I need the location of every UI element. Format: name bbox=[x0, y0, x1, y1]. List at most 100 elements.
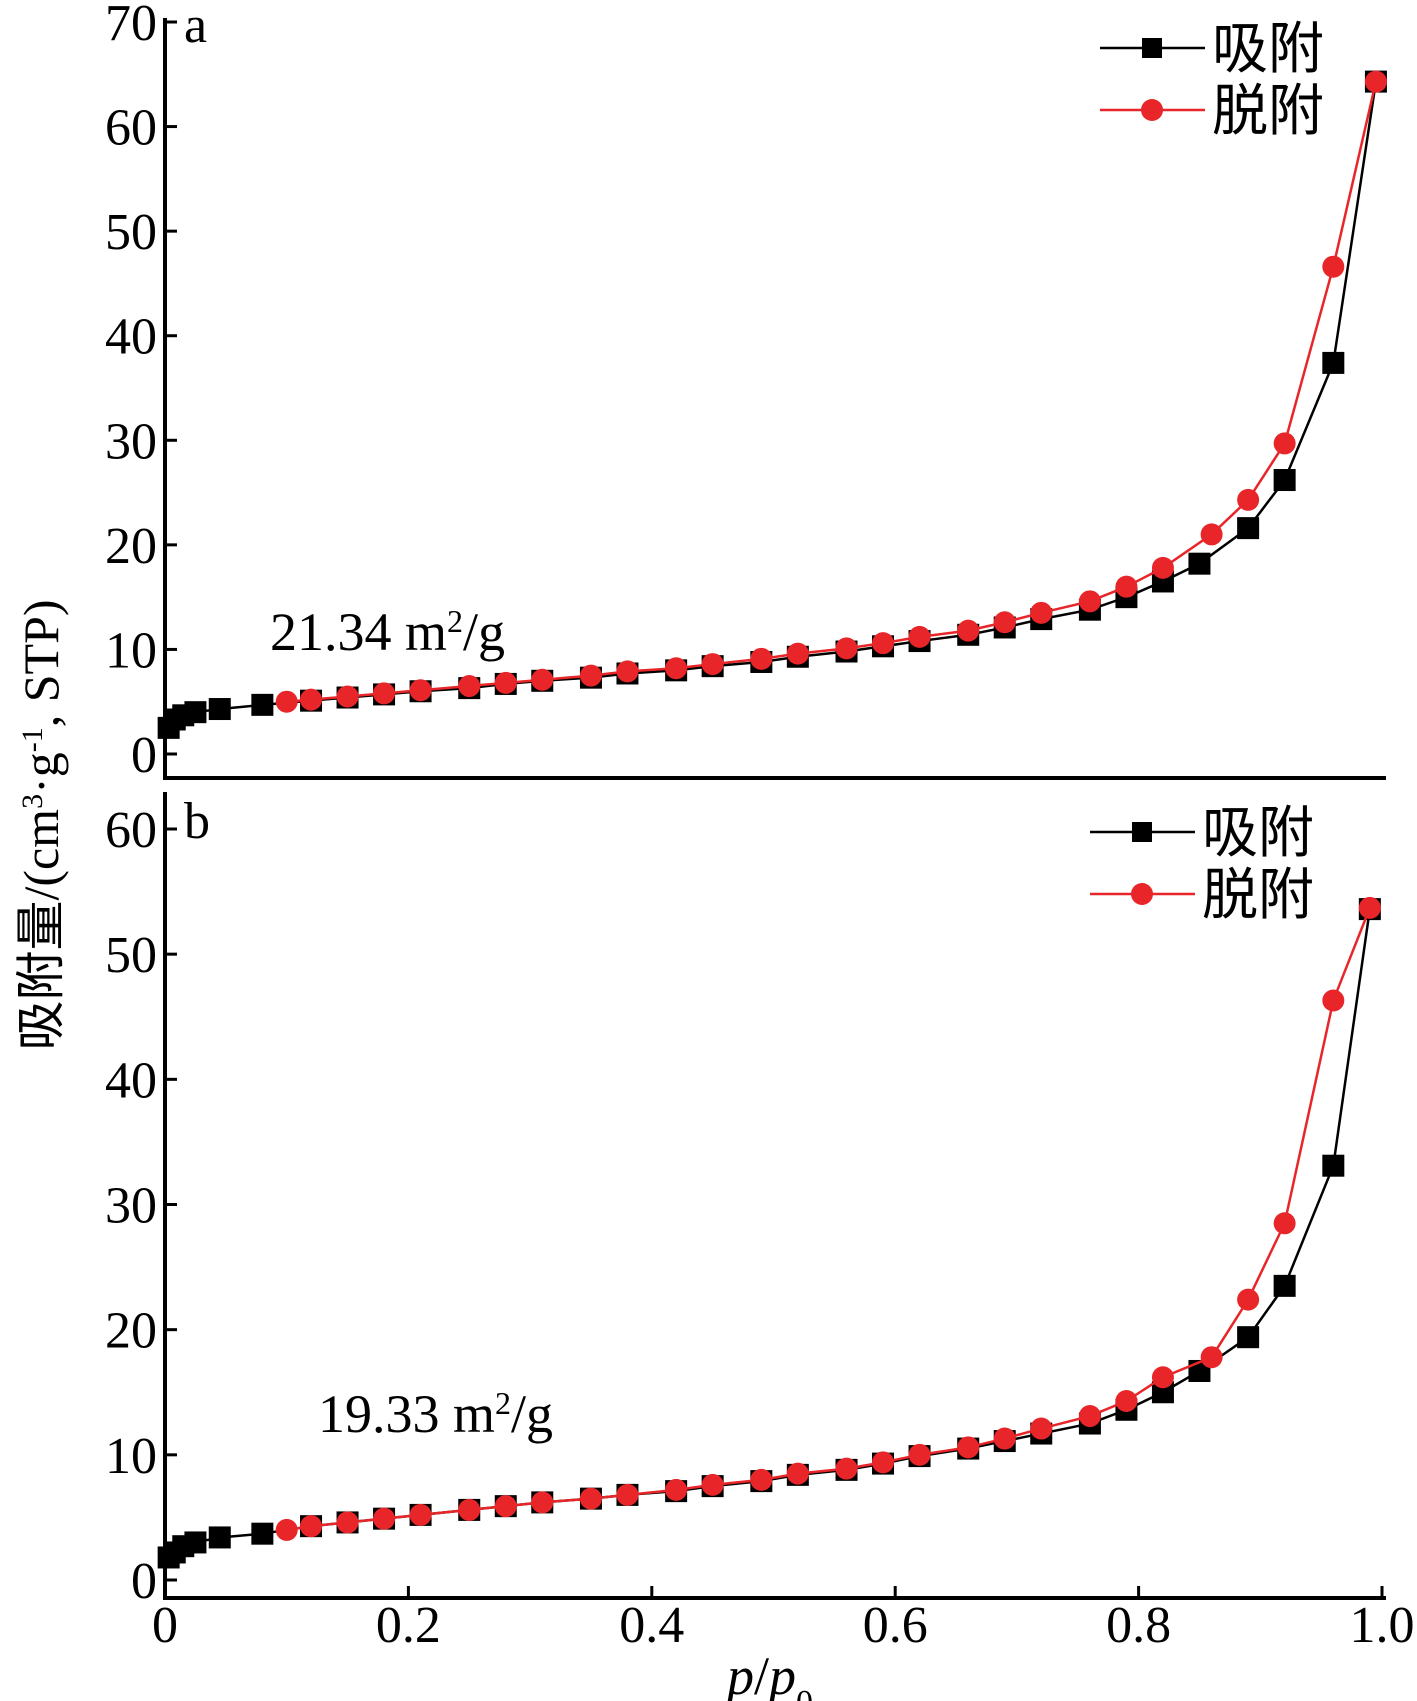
adsorption-point bbox=[1188, 552, 1211, 575]
y-tick-label: 10 bbox=[105, 1428, 157, 1485]
desorption-point bbox=[1151, 1366, 1174, 1389]
desorption-point bbox=[665, 657, 688, 680]
desorption-point bbox=[458, 1498, 481, 1521]
y-tick-label: 0 bbox=[131, 727, 157, 784]
desorption-point bbox=[786, 1462, 809, 1485]
desorption-point bbox=[872, 632, 895, 655]
desorption-point bbox=[1273, 1212, 1296, 1235]
desorption-point bbox=[957, 619, 980, 642]
desorption-point bbox=[275, 1518, 298, 1541]
desorption-point bbox=[1322, 255, 1345, 278]
desorption-point bbox=[835, 1457, 858, 1480]
desorption-point bbox=[1078, 590, 1101, 613]
x-tick-label: 0.4 bbox=[619, 1597, 684, 1654]
y-tick-label: 20 bbox=[105, 518, 157, 575]
y-tick-label: 30 bbox=[105, 1178, 157, 1235]
desorption-point bbox=[1322, 989, 1345, 1012]
annotation-sup: 2 bbox=[447, 603, 463, 639]
desorption-point bbox=[1237, 488, 1260, 511]
desorption-point bbox=[786, 642, 809, 665]
desorption-point bbox=[1200, 1346, 1223, 1369]
desorption-point bbox=[531, 1491, 554, 1514]
desorption-point bbox=[579, 1487, 602, 1510]
y-label-mid: ·g bbox=[13, 752, 69, 794]
desorption-point bbox=[1115, 1390, 1138, 1413]
desorption-point bbox=[300, 1515, 323, 1538]
x-tick-label: 1.0 bbox=[1350, 1597, 1415, 1654]
annotation-unit: /g bbox=[463, 602, 505, 662]
desorption-point bbox=[1115, 575, 1138, 598]
desorption-point bbox=[494, 1495, 517, 1518]
x-label-subscript: 0 bbox=[796, 1684, 813, 1701]
desorption-point bbox=[616, 1483, 639, 1506]
y-axis-label: 吸附量/(cm3·g-1, STP) bbox=[13, 599, 69, 1050]
annotation-unit: /g bbox=[511, 1384, 553, 1444]
legend-label: 吸附 bbox=[1212, 19, 1324, 81]
annotation-value: 21.34 m bbox=[270, 602, 447, 662]
x-tick-label: 0.8 bbox=[1106, 1597, 1171, 1654]
desorption-point bbox=[300, 688, 323, 711]
legend-marker bbox=[1132, 822, 1152, 842]
desorption-point bbox=[957, 1436, 980, 1459]
y-tick-label: 10 bbox=[105, 622, 157, 679]
adsorption-point bbox=[251, 693, 274, 716]
desorption-point bbox=[1273, 432, 1296, 455]
desorption-point bbox=[458, 675, 481, 698]
x-label-p0: p bbox=[765, 1646, 796, 1701]
desorption-point bbox=[616, 660, 639, 683]
x-tick-label: 0 bbox=[152, 1597, 178, 1654]
x-tick-label: 0.2 bbox=[376, 1597, 441, 1654]
y-tick-label: 70 bbox=[105, 0, 157, 52]
desorption-point bbox=[1151, 556, 1174, 579]
desorption-point bbox=[579, 664, 602, 687]
adsorption-point bbox=[208, 698, 231, 721]
desorption-point bbox=[993, 1427, 1016, 1450]
desorption-point bbox=[1030, 1417, 1053, 1440]
adsorption-point bbox=[1322, 1154, 1345, 1177]
series-line-adsorption bbox=[167, 908, 1372, 1559]
y-tick-label: 60 bbox=[105, 802, 157, 859]
desorption-point bbox=[373, 1507, 396, 1530]
x-axis-label: p/p0 bbox=[723, 1646, 813, 1701]
y-tick-label: 60 bbox=[105, 100, 157, 157]
legend-marker bbox=[1141, 99, 1163, 121]
desorption-point bbox=[409, 1503, 432, 1526]
y-tick-label: 30 bbox=[105, 413, 157, 470]
desorption-point bbox=[750, 647, 773, 670]
desorption-point bbox=[701, 1473, 724, 1496]
legend-label: 吸附 bbox=[1202, 803, 1314, 865]
y-label-prefix: 吸附量/(cm bbox=[13, 809, 69, 1051]
desorption-point bbox=[872, 1451, 895, 1474]
desorption-point bbox=[373, 682, 396, 705]
annotation-sup: 2 bbox=[495, 1385, 511, 1421]
y-label-sup1: 3 bbox=[16, 794, 49, 809]
desorption-point bbox=[1200, 523, 1223, 546]
desorption-point bbox=[993, 611, 1016, 634]
adsorption-point bbox=[184, 1531, 207, 1554]
panel-label-a: a bbox=[184, 0, 207, 54]
svg-text:吸附量/(cm3·g-1, STP): 吸附量/(cm3·g-1, STP) bbox=[13, 599, 69, 1050]
y-tick-label: 0 bbox=[131, 1553, 157, 1610]
annotation-value: 19.33 m bbox=[318, 1384, 495, 1444]
surface-area-annotation: 21.34 m2/g bbox=[270, 602, 505, 662]
series-line-desorption bbox=[286, 907, 1371, 1532]
desorption-point bbox=[409, 679, 432, 702]
desorption-point bbox=[1078, 1405, 1101, 1428]
y-tick-label: 50 bbox=[105, 927, 157, 984]
y-tick-label: 20 bbox=[105, 1303, 157, 1360]
desorption-point bbox=[908, 625, 931, 648]
legend-label: 脱附 bbox=[1212, 81, 1324, 143]
adsorption-point bbox=[1322, 351, 1345, 374]
legend-marker bbox=[1142, 38, 1162, 58]
x-label-p: p bbox=[723, 1646, 754, 1701]
desorption-point bbox=[531, 668, 554, 691]
y-label-sup2: -1 bbox=[16, 727, 49, 752]
desorption-point bbox=[750, 1468, 773, 1491]
adsorption-point bbox=[1273, 469, 1296, 492]
desorption-point bbox=[494, 671, 517, 694]
surface-area-annotation: 19.33 m2/g bbox=[318, 1384, 553, 1444]
adsorption-point bbox=[208, 1526, 231, 1549]
legend-label: 脱附 bbox=[1202, 865, 1314, 927]
x-label-slash: / bbox=[754, 1646, 769, 1701]
